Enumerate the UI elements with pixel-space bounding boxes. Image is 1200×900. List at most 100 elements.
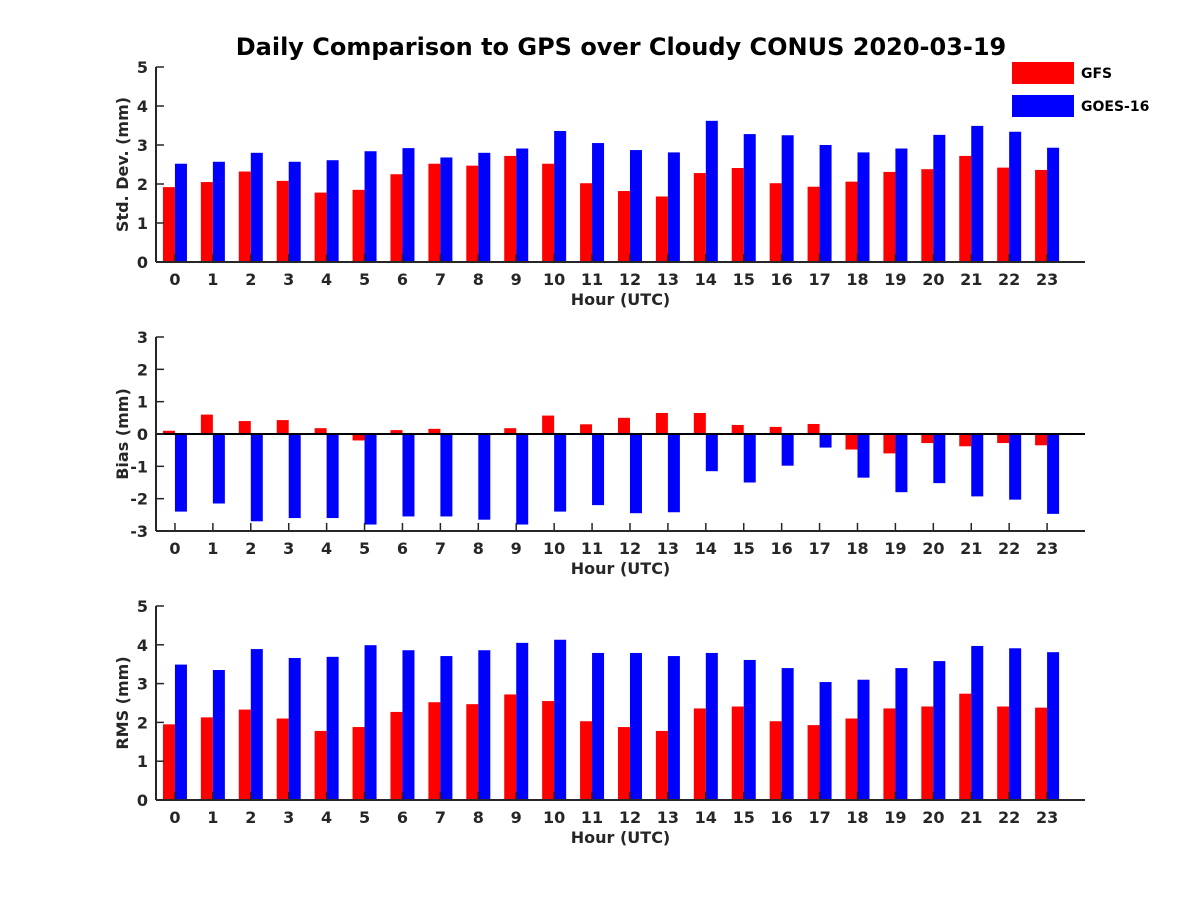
bar-gfs-4 [314, 192, 327, 262]
bar-goes16-9 [516, 434, 529, 525]
bar-goes16-18 [857, 434, 870, 478]
x-tick-label: 21 [960, 539, 982, 558]
bar-goes16-17 [819, 145, 832, 262]
bar-gfs-2 [238, 421, 251, 434]
bar-gfs-17 [807, 186, 820, 262]
x-tick-label: 9 [511, 270, 522, 289]
bar-goes16-8 [478, 434, 491, 520]
legend-swatch-goes16 [1012, 95, 1074, 117]
bar-goes16-17 [819, 682, 832, 800]
bar-gfs-3 [276, 180, 289, 262]
y-tick-label: 4 [137, 636, 148, 655]
bar-goes16-15 [743, 434, 756, 483]
bar-goes16-13 [667, 434, 680, 513]
x-tick-label: 9 [511, 808, 522, 827]
y-tick-label: 5 [137, 597, 148, 616]
bar-gfs-21 [959, 155, 972, 262]
bar-gfs-15 [731, 706, 744, 800]
x-tick-label: 8 [473, 539, 484, 558]
x-tick-label: 18 [846, 270, 868, 289]
bar-gfs-19 [883, 171, 896, 262]
x-tick-label: 20 [922, 539, 944, 558]
bar-gfs-2 [238, 709, 251, 800]
x-tick-label: 10 [543, 808, 565, 827]
bar-gfs-14 [693, 173, 706, 262]
bar-goes16-10 [554, 130, 567, 262]
bar-goes16-0 [174, 664, 187, 800]
bar-goes16-2 [250, 152, 263, 262]
bar-goes16-3 [288, 657, 301, 800]
x-tick-label: 7 [435, 539, 446, 558]
bar-gfs-10 [542, 163, 555, 262]
x-tick-label: 10 [543, 270, 565, 289]
bar-goes16-20 [933, 434, 946, 484]
y-tick-label: -3 [130, 522, 148, 541]
bar-goes16-9 [516, 148, 529, 262]
bar-goes16-13 [667, 152, 680, 262]
bar-goes16-13 [667, 656, 680, 800]
x-tick-label: 15 [733, 539, 755, 558]
x-axis-label: Hour (UTC) [571, 828, 671, 847]
x-tick-label: 16 [771, 808, 793, 827]
bar-goes16-14 [705, 120, 718, 262]
bar-goes16-23 [1047, 147, 1060, 262]
x-tick-label: 15 [733, 808, 755, 827]
bar-gfs-9 [504, 694, 517, 800]
x-tick-label: 8 [473, 270, 484, 289]
bar-goes16-20 [933, 661, 946, 800]
x-tick-label: 7 [435, 270, 446, 289]
bar-goes16-19 [895, 148, 908, 262]
bar-gfs-23 [1035, 169, 1048, 262]
bar-gfs-11 [580, 721, 593, 800]
bar-gfs-6 [390, 430, 403, 434]
y-tick-label: 1 [137, 752, 148, 771]
y-axis-label: RMS (mm) [113, 656, 132, 749]
bar-goes16-1 [212, 161, 225, 262]
x-tick-label: 3 [283, 270, 294, 289]
y-axis-label: Std. Dev. (mm) [113, 97, 132, 232]
y-tick-label: 1 [137, 393, 148, 412]
x-tick-label: 22 [998, 539, 1020, 558]
bar-goes16-21 [971, 434, 984, 497]
x-tick-label: 1 [207, 808, 218, 827]
bar-gfs-13 [655, 412, 668, 434]
x-tick-label: 14 [695, 808, 717, 827]
bar-gfs-11 [580, 183, 593, 262]
bar-gfs-12 [617, 727, 630, 800]
bar-gfs-1 [200, 182, 213, 262]
bar-goes16-11 [592, 434, 605, 506]
bar-gfs-13 [655, 730, 668, 800]
x-tick-label: 8 [473, 808, 484, 827]
bar-goes16-22 [1009, 648, 1022, 800]
x-tick-label: 17 [808, 808, 830, 827]
bar-gfs-15 [731, 424, 744, 434]
bar-gfs-10 [542, 415, 555, 434]
bar-gfs-17 [807, 725, 820, 800]
bar-gfs-4 [314, 730, 327, 800]
bar-goes16-1 [212, 670, 225, 800]
bar-goes16-8 [478, 152, 491, 262]
x-tick-label: 18 [846, 539, 868, 558]
bar-goes16-22 [1009, 131, 1022, 262]
bar-gfs-23 [1035, 434, 1048, 446]
x-tick-label: 20 [922, 270, 944, 289]
x-tick-label: 0 [169, 539, 180, 558]
bar-gfs-9 [504, 428, 517, 434]
bar-gfs-7 [428, 428, 441, 434]
bar-gfs-14 [693, 412, 706, 434]
bar-goes16-12 [629, 150, 642, 262]
bar-gfs-7 [428, 702, 441, 800]
y-tick-label: 0 [137, 791, 148, 810]
x-tick-label: 9 [511, 539, 522, 558]
x-tick-label: 23 [1036, 808, 1058, 827]
y-tick-label: 5 [137, 58, 148, 77]
bar-gfs-8 [466, 704, 479, 800]
bar-gfs-5 [352, 727, 365, 800]
x-tick-label: 20 [922, 808, 944, 827]
bar-goes16-14 [705, 652, 718, 800]
x-tick-label: 6 [397, 270, 408, 289]
bar-gfs-4 [314, 428, 327, 434]
y-tick-label: 2 [137, 175, 148, 194]
